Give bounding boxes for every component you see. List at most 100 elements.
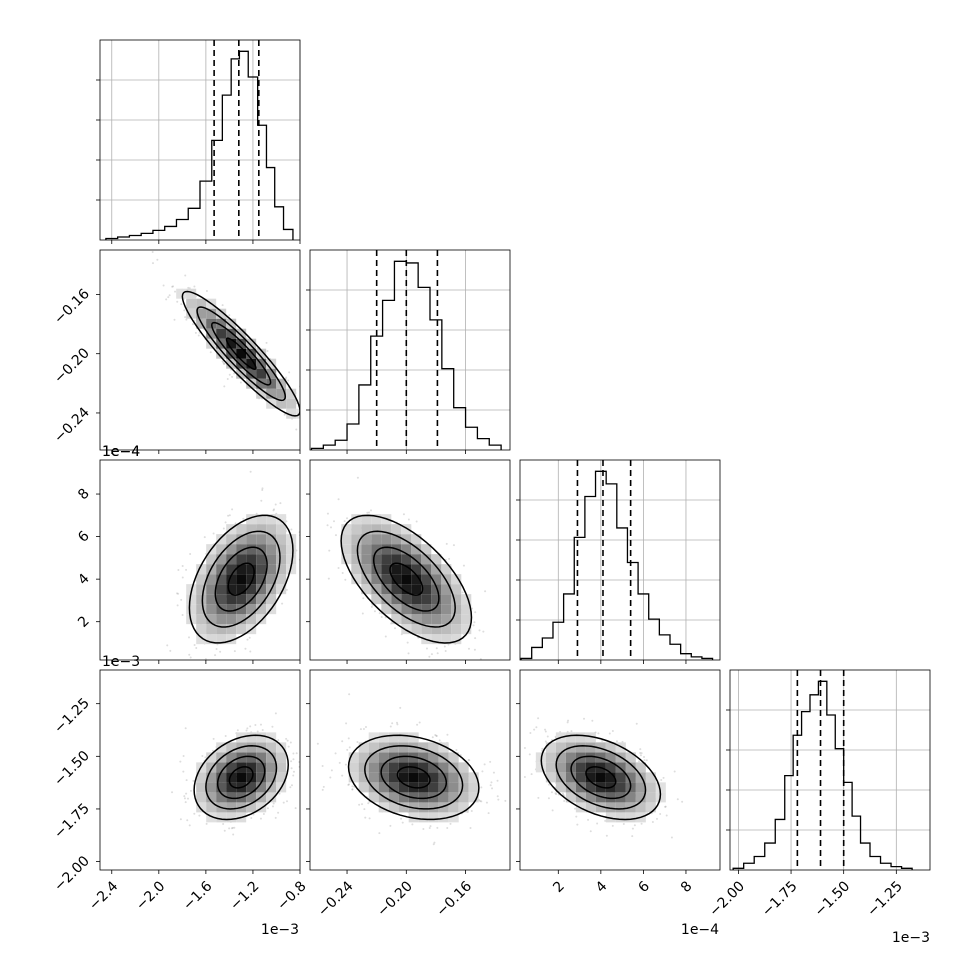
sample-point (643, 756, 646, 759)
sample-point (645, 759, 648, 762)
sample-point (370, 509, 373, 512)
density-cell (236, 594, 247, 605)
density-cell (226, 584, 237, 595)
density-cell (585, 772, 596, 783)
density-cell (388, 742, 399, 753)
density-cell (461, 624, 472, 635)
sample-point (640, 752, 643, 755)
density-cell (431, 554, 442, 565)
density-cell (246, 554, 257, 565)
density-cell (206, 812, 217, 823)
sample-point (329, 776, 332, 779)
sample-point (356, 740, 359, 743)
density-cell (431, 624, 442, 635)
density-cell (206, 328, 217, 339)
sample-point (272, 802, 275, 805)
density-cell (605, 812, 616, 823)
sample-point (183, 309, 186, 312)
density-cell (635, 762, 646, 773)
x-tick-label: −0.24 (315, 878, 357, 920)
density-cell (216, 584, 227, 595)
density-cell (428, 802, 439, 813)
sample-point (219, 650, 222, 653)
y-tick-label: 2 (75, 613, 93, 631)
sample-point (302, 592, 304, 594)
sample-point (391, 722, 394, 725)
sample-point (311, 560, 313, 562)
pair-panel-2-1 (306, 459, 523, 664)
axes-frame (99, 39, 301, 241)
sample-point (361, 612, 364, 615)
density-cell (216, 792, 227, 803)
sample-point (436, 652, 439, 655)
sample-point (292, 752, 295, 755)
sample-point (278, 792, 281, 795)
sample-point (271, 805, 274, 808)
density-cell (256, 732, 267, 743)
density-cell (535, 762, 546, 773)
density-cell (545, 742, 556, 753)
density-cell (431, 564, 442, 575)
density-cell (226, 348, 237, 359)
sample-point (222, 362, 225, 365)
sample-point (596, 822, 599, 825)
sample-point (529, 732, 532, 735)
density-cell (206, 584, 217, 595)
density-cell (351, 564, 362, 575)
density-cell (615, 812, 626, 823)
density-cell (266, 742, 277, 753)
density-cell (266, 772, 277, 783)
hist-panel-3 (726, 669, 931, 874)
sample-point (474, 611, 477, 614)
density-cell (371, 514, 382, 525)
sample-point (639, 754, 642, 757)
sample-point (676, 798, 679, 801)
sample-point (285, 588, 288, 591)
sample-point (478, 629, 481, 632)
density-cell (438, 802, 449, 813)
density-cell (371, 574, 382, 585)
sample-point (289, 741, 292, 744)
density-cell (458, 772, 469, 783)
density-cell (256, 348, 267, 359)
density-cell (438, 772, 449, 783)
pair-panel-2-0 (96, 459, 313, 664)
y-tick-label: −1.50 (51, 748, 93, 790)
density-cell (226, 762, 237, 773)
density-cell (266, 524, 277, 535)
density-cell (351, 514, 362, 525)
sample-point (222, 822, 225, 825)
density-cell (286, 408, 297, 419)
sample-point (380, 615, 383, 618)
sample-point (341, 572, 344, 575)
sample-point (521, 638, 523, 640)
density-cell (246, 752, 257, 763)
sample-point (186, 797, 189, 800)
x-tick-label: −1.25 (864, 878, 906, 920)
sample-point (292, 770, 295, 773)
density-cell (431, 604, 442, 615)
density-cell (226, 802, 237, 813)
contour-line (211, 321, 272, 386)
density-cell (418, 762, 429, 773)
sample-point (605, 834, 608, 837)
density-cell (421, 544, 432, 555)
sample-point (361, 803, 364, 806)
density-cell (358, 782, 369, 793)
density-cell (371, 554, 382, 565)
sample-point (300, 390, 302, 392)
sample-point (438, 739, 441, 742)
density-cell (615, 772, 626, 783)
density-cell (605, 742, 616, 753)
sample-point (431, 736, 434, 739)
density-cell (605, 802, 616, 813)
sample-point (366, 511, 369, 514)
sample-point (188, 653, 191, 656)
sample-point (479, 658, 482, 660)
sample-point (434, 734, 437, 737)
density-cell (358, 742, 369, 753)
density-cell (428, 812, 439, 823)
sample-point (242, 517, 245, 520)
density-cell (216, 772, 227, 783)
contour-line (396, 766, 431, 789)
